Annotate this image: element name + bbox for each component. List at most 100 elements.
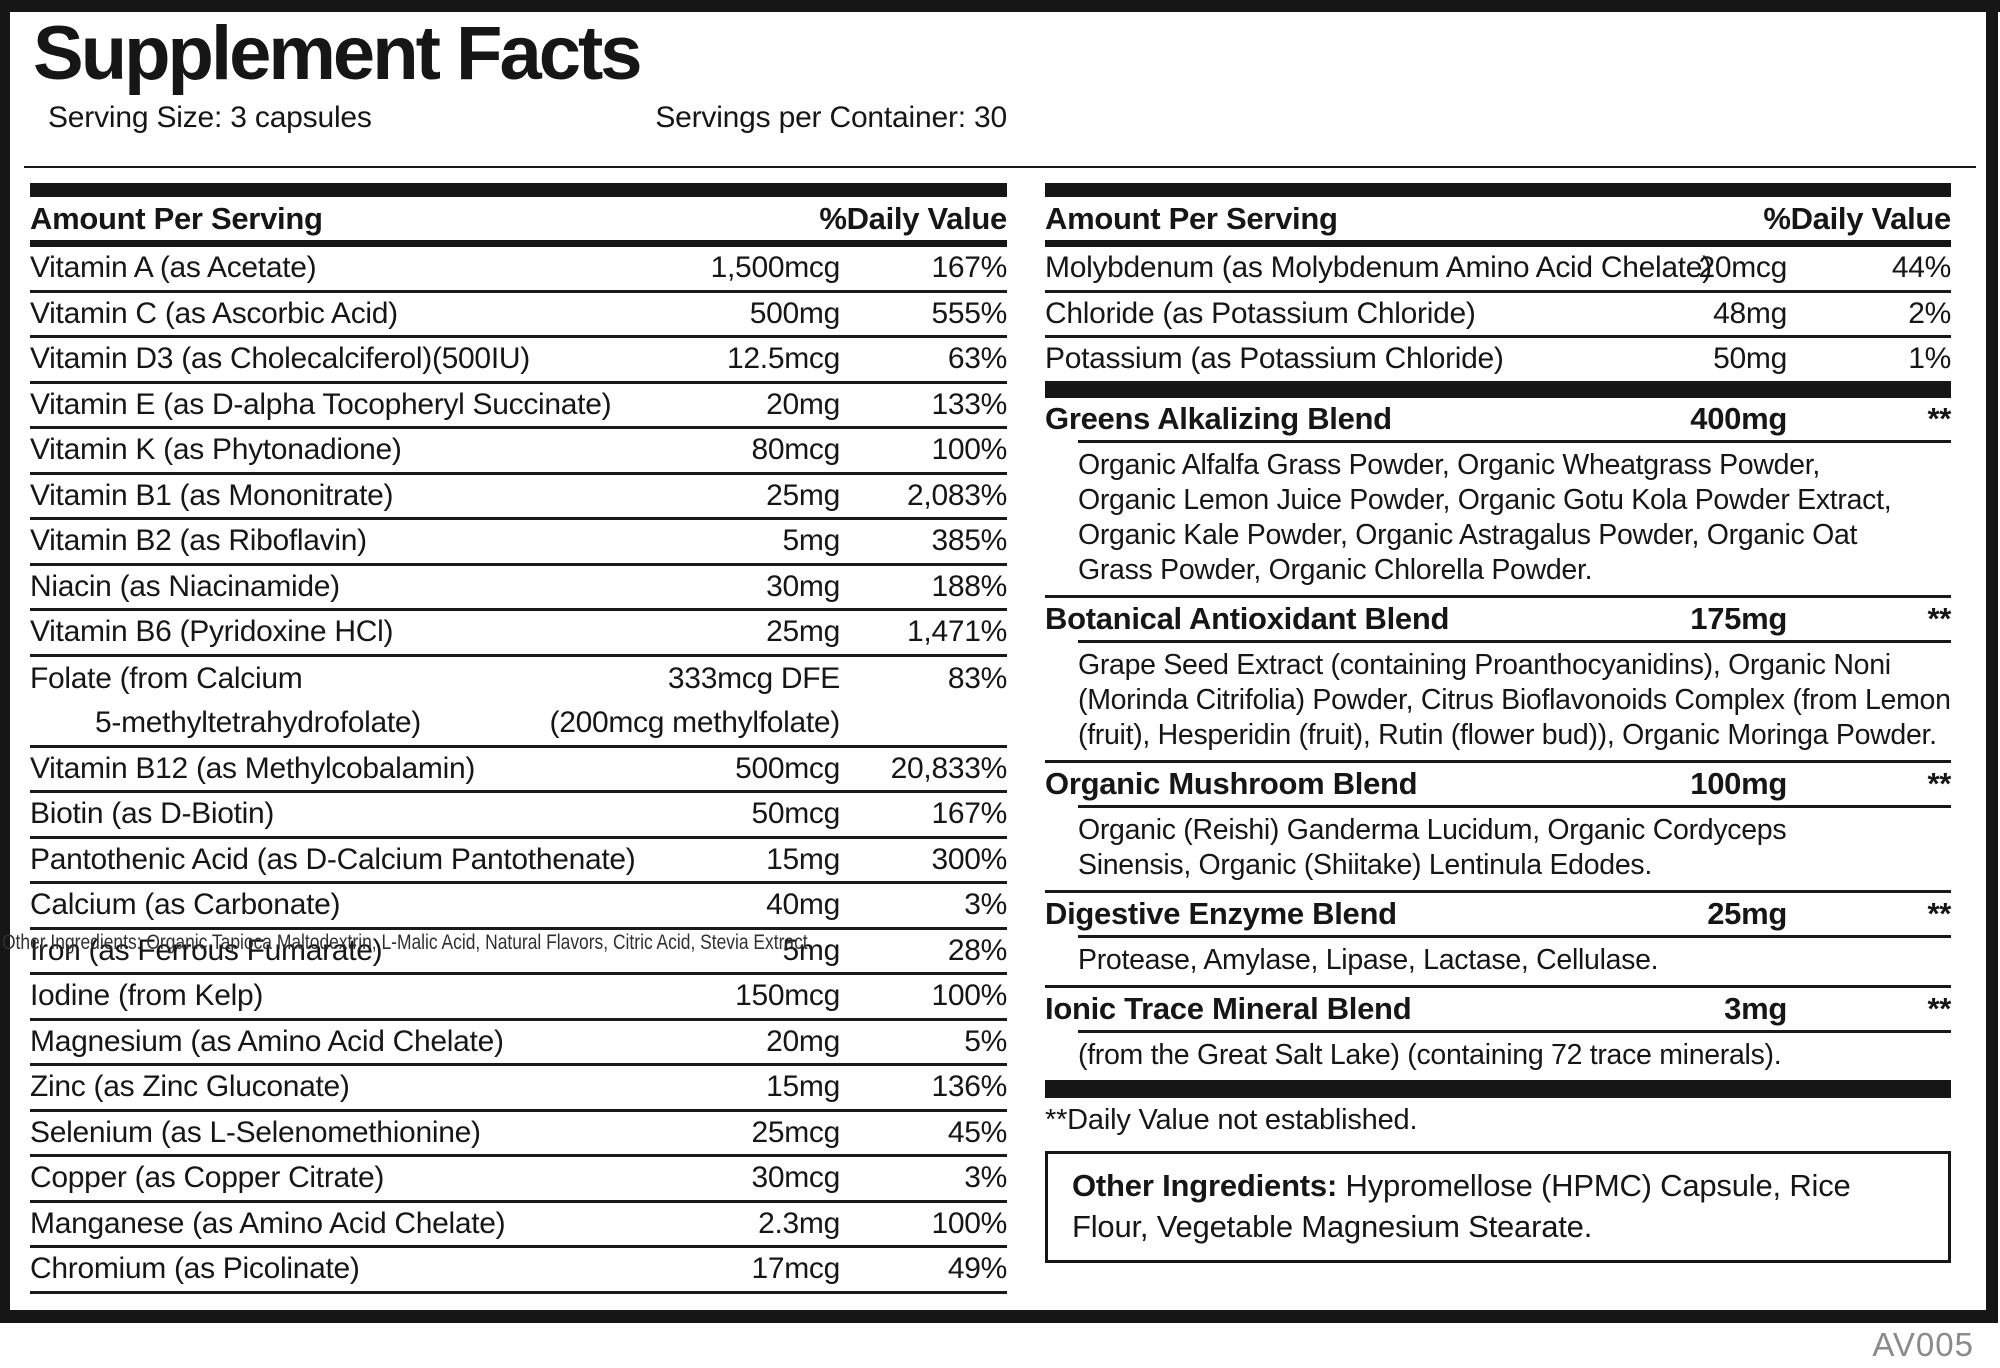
nutrient-row: Chloride (as Potassium Chloride) 48mg 2% xyxy=(1045,293,1951,338)
nutrient-name: Biotin (as D-Biotin) xyxy=(30,797,275,831)
blend-amount: 3mg xyxy=(1724,990,1787,1026)
nutrient-amount: 15mg xyxy=(766,1070,840,1104)
nutrient-row: Magnesium (as Amino Acid Chelate) 20mg 5% xyxy=(30,1021,1007,1066)
blend-separator xyxy=(1045,594,1951,598)
nutrient-dv: 1% xyxy=(1908,342,1951,376)
nutrient-amount-line1: 333mcg DFE xyxy=(667,661,840,695)
other-ingredients-box: Other Ingredients: Hypromellose (HPMC) C… xyxy=(1045,1150,1951,1263)
blend-amount: 175mg xyxy=(1690,600,1787,636)
nutrient-row: Vitamin B6 (Pyridoxine HCl) 25mg 1,471% xyxy=(30,611,1007,657)
nutrient-row: Vitamin B1 (as Mononitrate) 25mg 2,083% xyxy=(30,475,1007,520)
nutrient-dv: 5% xyxy=(964,1024,1007,1058)
table-header-right: Amount Per Serving %Daily Value xyxy=(1045,197,1951,247)
nutrient-amount: 48mg xyxy=(1713,296,1787,330)
nutrient-name: Copper (as Copper Citrate) xyxy=(30,1161,385,1195)
nutrient-row: Potassium (as Potassium Chloride) 50mg 1% xyxy=(1045,338,1951,384)
nutrient-table-left: Amount Per Serving %Daily Value Vitamin … xyxy=(30,183,1007,1294)
nutrient-dv: 385% xyxy=(931,524,1007,558)
nutrient-dv: 83% xyxy=(947,661,1007,695)
blend-amount: 400mg xyxy=(1690,400,1787,436)
blend-section: Botanical Antioxidant Blend 175mg ** Grape … xyxy=(1045,598,1951,763)
nutrient-row: Manganese (as Amino Acid Chelate) 2.3mg 10… xyxy=(30,1203,1007,1248)
nutrient-dv: 45% xyxy=(947,1115,1007,1149)
nutrient-dv: 2% xyxy=(1908,296,1951,330)
nutrient-name: Chloride (as Potassium Chloride) xyxy=(1045,296,1476,330)
nutrient-amount: 15mg xyxy=(766,842,840,876)
nutrient-row: Iron (as Ferrous Fumarate) 5mg 28% xyxy=(30,930,1007,975)
nutrient-name: Folate (from Calcium 5-methyltetrahydrofo… xyxy=(30,657,510,745)
blend-header-rule xyxy=(1078,639,1951,643)
blend-header-rule xyxy=(1078,1029,1951,1033)
nutrient-name-line2: 5-methyltetrahydrofolate) xyxy=(95,705,421,739)
nutrient-amount: 30mcg xyxy=(751,1161,840,1195)
nutrient-amount: 20mg xyxy=(766,1024,840,1058)
blend-name: Greens Alkalizing Blend xyxy=(1045,400,1392,436)
blend-dv-asterisks: ** xyxy=(1927,765,1951,801)
nutrient-row: Iodine (from Kelp) 150mcg 100% xyxy=(30,975,1007,1021)
section-bar xyxy=(30,183,1007,197)
section-bar xyxy=(1045,1079,1951,1098)
nutrient-dv: 300% xyxy=(931,842,1007,876)
servings-per-container-text: Servings per Container: 30 xyxy=(655,101,1007,134)
nutrient-amount-line2: (200mcg methylfolate) xyxy=(549,705,841,739)
nutrient-row: Pantothenic Acid (as D-Calcium Pantothen… xyxy=(30,839,1007,884)
nutrient-row: Niacin (as Niacinamide) 30mg 188% xyxy=(30,566,1007,611)
nutrient-amount: 20mg xyxy=(766,387,840,421)
nutrient-amount: 17mcg xyxy=(751,1252,840,1286)
nutrient-amount: 5mg xyxy=(782,524,841,558)
nutrient-amount: 25mg xyxy=(766,478,840,512)
serving-info-row: Serving Size: 3 capsules Servings per Co… xyxy=(48,101,1007,135)
blend-name: Ionic Trace Mineral Blend xyxy=(1045,990,1412,1026)
blend-section: Organic Mushroom Blend 100mg ** Organic (Re… xyxy=(1045,763,1951,893)
other-ingredients-label: Other Ingredients: xyxy=(1072,1167,1338,1203)
nutrient-row: Vitamin D3 (as Cholecalciferol)(500IU) 12… xyxy=(30,338,1007,384)
nutrient-dv: 3% xyxy=(964,1161,1007,1195)
nutrient-name: Iron (as Ferrous Fumarate) xyxy=(30,933,383,967)
nutrient-row: Calcium (as Carbonate) 40mg 3% xyxy=(30,884,1007,930)
nutrient-name: Iodine (from Kelp) xyxy=(30,979,264,1013)
label-border-right xyxy=(1986,0,1998,1322)
label-border-top xyxy=(0,0,2000,12)
nutrient-amount: 5mg xyxy=(782,933,841,967)
blend-header-rule xyxy=(1078,804,1951,808)
blend-header: Digestive Enzyme Blend 25mg ** xyxy=(1045,893,1951,935)
nutrient-amount: 50mg xyxy=(1713,342,1787,376)
blend-separator xyxy=(1045,889,1951,893)
blend-separator xyxy=(1045,759,1951,763)
blend-name: Organic Mushroom Blend xyxy=(1045,765,1418,801)
nutrient-dv: 167% xyxy=(931,251,1007,285)
nutrient-dv: 20,833% xyxy=(890,751,1008,785)
blend-header: Botanical Antioxidant Blend 175mg ** xyxy=(1045,598,1951,640)
nutrient-row: Vitamin C (as Ascorbic Acid) 500mg 555% xyxy=(30,293,1007,338)
blend-ingredients: Protease, Amylase, Lipase, Lactase, Cell… xyxy=(1078,943,1659,976)
nutrient-name: Niacin (as Niacinamide) xyxy=(30,569,340,603)
nutrient-dv: 133% xyxy=(931,387,1007,421)
blend-header: Ionic Trace Mineral Blend 3mg ** xyxy=(1045,988,1951,1030)
nutrient-dv: 188% xyxy=(931,569,1007,603)
nutrient-dv: 63% xyxy=(947,342,1007,376)
nutrient-amount: 20mcg xyxy=(1698,251,1787,285)
table-header-left: Amount Per Serving %Daily Value xyxy=(30,197,1007,247)
nutrient-row: Vitamin K (as Phytonadione) 80mcg 100% xyxy=(30,429,1007,475)
label-border-bottom xyxy=(0,1310,1998,1323)
blend-header-rule xyxy=(1078,934,1951,938)
label-border-left xyxy=(0,0,10,1322)
nutrient-dv: 1,471% xyxy=(907,615,1007,649)
nutrient-name: Pantothenic Acid (as D-Calcium Pantothen… xyxy=(30,842,636,876)
blend-ingredients: (from the Great Salt Lake) (containing 7… xyxy=(1078,1038,1782,1071)
nutrient-row: Chromium (as Picolinate) 17mcg 49% xyxy=(30,1248,1007,1294)
nutrient-amount: 2.3mg xyxy=(758,1206,840,1240)
nutrient-name-line1: Folate (from Calcium xyxy=(30,661,303,695)
blend-section: Ionic Trace Mineral Blend 3mg ** (from the … xyxy=(1045,988,1951,1080)
other-ingredients-text: Hypromellose (HPMC) Capsule, Rice Flour,… xyxy=(1072,1167,1851,1244)
nutrient-dv: 555% xyxy=(931,296,1007,330)
nutrient-row: Zinc (as Zinc Gluconate) 15mg 136% xyxy=(30,1066,1007,1112)
blend-header: Organic Mushroom Blend 100mg ** xyxy=(1045,763,1951,805)
nutrient-amount: 40mg xyxy=(766,888,840,922)
nutrient-dv: 167% xyxy=(931,797,1007,831)
blend-name: Digestive Enzyme Blend xyxy=(1045,895,1397,931)
nutrient-name: Vitamin B6 (Pyridoxine HCl) xyxy=(30,615,394,649)
nutrient-dv: 44% xyxy=(1891,251,1951,285)
blend-ingredients: Organic (Reishi) Ganderma Lucidum, Organ… xyxy=(1078,813,1787,881)
nutrient-name: Magnesium (as Amino Acid Chelate) xyxy=(30,1024,504,1058)
